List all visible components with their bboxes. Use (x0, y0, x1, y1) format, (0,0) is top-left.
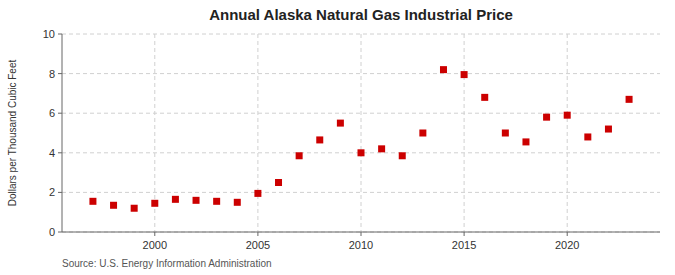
x-grid-line (567, 34, 568, 232)
point (337, 120, 344, 127)
point (275, 179, 282, 186)
point (605, 126, 612, 133)
chart-container: 0 2 4 6 8 10 2000 2005 2010 2015 2020 Annual Alaska… (0, 0, 675, 275)
y-tick (58, 192, 62, 193)
chart: 0 2 4 6 8 10 2000 2005 2010 2015 2020 Annual Alaska… (0, 0, 675, 275)
y-grid-line (62, 192, 660, 193)
y-tick-label: 6 (49, 107, 55, 119)
x-grid-line (361, 34, 362, 232)
y-tick-label: 2 (49, 186, 55, 198)
point (213, 198, 220, 205)
x-tick (154, 232, 155, 236)
x-tick-label: 2015 (452, 239, 476, 251)
point (378, 145, 385, 152)
point (564, 112, 571, 119)
y-grid-line (62, 73, 660, 74)
y-tick-label: 4 (49, 147, 55, 159)
x-grid-line (257, 34, 258, 232)
y-tick-label: 0 (49, 226, 55, 238)
point (358, 149, 365, 156)
point (296, 152, 303, 159)
point (131, 205, 138, 212)
point (193, 197, 200, 204)
page: {"chart_data": {"type": "scatter", "titl… (0, 0, 675, 275)
x-tick-label: 2010 (349, 239, 373, 251)
x-tick-label: 2020 (555, 239, 579, 251)
y-grid-line (62, 232, 660, 233)
x-tick (361, 232, 362, 236)
point (89, 198, 96, 205)
y-tick-label: 10 (43, 28, 55, 40)
y-tick (58, 73, 62, 74)
annotation: Source: U.S. Energy Information Administ… (62, 258, 272, 269)
y-axis-label: Dollars per Thousand Cubic Feet (7, 60, 18, 207)
point (316, 136, 323, 143)
point (172, 196, 179, 203)
x-grid-line (464, 34, 465, 232)
point (481, 94, 488, 101)
y-axis-line (62, 34, 63, 232)
point (543, 114, 550, 121)
y-tick (58, 113, 62, 114)
point (234, 199, 241, 206)
grid (62, 34, 660, 232)
x-tick (257, 232, 258, 236)
y-tick-label: 8 (49, 68, 55, 80)
y-tick (58, 34, 62, 35)
title: Annual Alaska Natural Gas Industrial Pri… (209, 6, 513, 23)
point (502, 130, 509, 137)
point (254, 190, 261, 197)
x-tick (567, 232, 568, 236)
point (584, 133, 591, 140)
point (522, 138, 529, 145)
point (399, 152, 406, 159)
point (626, 96, 633, 103)
point (440, 66, 447, 73)
x-axis-line (62, 232, 660, 233)
points (89, 66, 632, 212)
x-tick (464, 232, 465, 236)
x-tick-label: 2000 (143, 239, 167, 251)
point (461, 71, 468, 78)
point (151, 200, 158, 207)
x-tick-label: 2005 (246, 239, 270, 251)
y-tick (58, 232, 62, 233)
point (419, 130, 426, 137)
point (110, 202, 117, 209)
y-tick (58, 152, 62, 153)
axes: 0 2 4 6 8 10 2000 2005 2010 2015 2020 (43, 28, 660, 251)
